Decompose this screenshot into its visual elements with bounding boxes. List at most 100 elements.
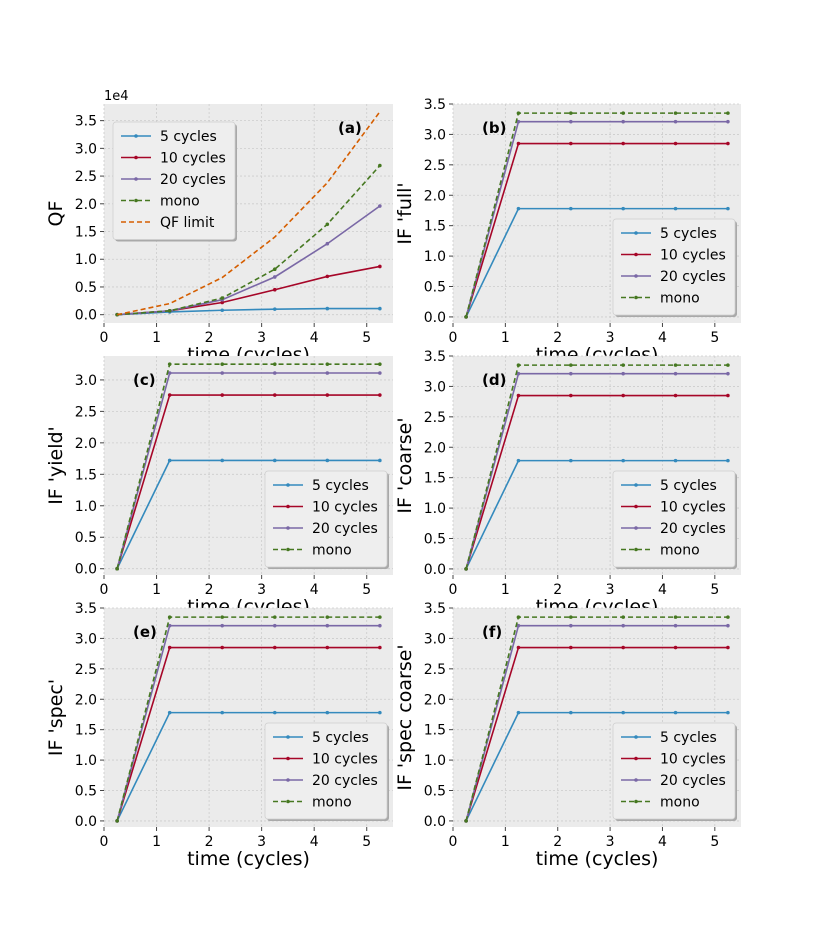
x-tick-label: 3 xyxy=(257,834,266,850)
x-tick-label: 5 xyxy=(362,834,371,850)
y-tick-label: 0.0 xyxy=(75,562,97,578)
data-point xyxy=(569,111,573,115)
y-tick-label: 2.0 xyxy=(75,197,97,213)
data-point xyxy=(167,309,172,313)
panel-f: 0 1 2 3 4 5 0.0 0.5 1.0 1.5 2.0 2.5 3.0 3.5 time (cycl… xyxy=(394,601,741,870)
series-line-20-cycles xyxy=(116,624,380,822)
data-point xyxy=(673,206,678,211)
y-axis-title: IF 'yield' xyxy=(45,426,67,505)
legend-label: 20 cycles xyxy=(312,773,378,789)
y-tick-label: 3.5 xyxy=(75,114,97,130)
data-point xyxy=(673,363,678,367)
y-tick-label: 1.5 xyxy=(75,723,97,739)
data-point xyxy=(167,623,172,628)
data-point xyxy=(378,306,382,311)
legend-box xyxy=(264,470,388,568)
legend-marker xyxy=(134,155,138,160)
series-line-mono xyxy=(116,616,380,822)
data-point xyxy=(325,393,330,397)
legend: 5 cycles 10 cycles 20 cycles mono xyxy=(612,218,737,317)
y-tick-label: 1.5 xyxy=(424,219,446,235)
data-point xyxy=(167,362,172,366)
series-line-10-cycles xyxy=(116,646,380,822)
legend-marker xyxy=(634,504,638,509)
data-point xyxy=(569,206,573,211)
data-point xyxy=(673,623,678,628)
y-tick-label: 2.5 xyxy=(75,404,97,420)
data-point xyxy=(621,615,625,619)
legend-marker xyxy=(634,274,638,278)
series-line-20-cycles xyxy=(116,372,380,569)
data-point xyxy=(621,206,625,211)
data-point xyxy=(726,623,730,628)
data-point xyxy=(516,111,521,115)
x-tick-label: 4 xyxy=(310,582,319,598)
data-point xyxy=(569,710,573,715)
data-point xyxy=(726,615,730,619)
y-tick-label: 1.0 xyxy=(75,753,97,769)
legend-item-10-cycles: 10 cycles xyxy=(121,151,226,167)
x-tick-label: 2 xyxy=(553,834,562,850)
data-point xyxy=(220,393,225,397)
series-line-10-cycles xyxy=(465,646,728,822)
y-tick-label: 2.5 xyxy=(424,410,446,426)
y-tick-label: 1.5 xyxy=(424,723,446,739)
data-point xyxy=(378,264,382,269)
data-point xyxy=(325,306,330,311)
legend-label: 20 cycles xyxy=(312,521,378,537)
x-tick-label: 0 xyxy=(100,582,109,598)
y-tick-label: 1.0 xyxy=(424,249,446,265)
legend-item-20-cycles: 20 cycles xyxy=(273,521,378,537)
legend-item-5-cycles: 5 cycles xyxy=(621,730,717,746)
legend-marker xyxy=(286,778,290,782)
legend-label: 5 cycles xyxy=(660,478,717,494)
data-point xyxy=(220,645,225,650)
legend-box xyxy=(264,722,388,820)
data-point xyxy=(569,363,573,367)
legend-label: 10 cycles xyxy=(160,151,226,167)
data-point xyxy=(516,623,521,628)
y-tick-label: 0.5 xyxy=(75,784,97,800)
y-tick-label: 3.5 xyxy=(424,349,446,365)
legend-box xyxy=(612,722,736,820)
data-point xyxy=(325,371,330,375)
x-tick-label: 2 xyxy=(553,330,562,346)
y-tick-label: 0.0 xyxy=(424,310,446,326)
data-point xyxy=(325,645,330,650)
series-line-10-cycles xyxy=(465,394,728,570)
x-tick-label: 1 xyxy=(152,582,161,598)
legend-label: 5 cycles xyxy=(660,730,717,746)
legend-marker xyxy=(286,756,290,761)
data-point xyxy=(673,119,678,124)
y-tick-label: 0.5 xyxy=(424,784,446,800)
data-point xyxy=(673,645,678,650)
legend: 5 cycles 10 cycles 20 cycles mono xyxy=(264,470,389,569)
legend-marker xyxy=(634,799,638,804)
y-axis-title: QF xyxy=(45,201,67,227)
data-point xyxy=(378,458,382,463)
y-axis-title: IF 'full' xyxy=(394,182,416,244)
data-point xyxy=(378,645,382,650)
data-point xyxy=(167,393,172,397)
data-point xyxy=(621,710,625,715)
x-tick-label: 5 xyxy=(710,330,719,346)
legend-marker xyxy=(634,252,638,257)
x-tick-label: 1 xyxy=(501,330,510,346)
legend-item-mono: mono xyxy=(621,795,700,811)
y-tick-label: 3.0 xyxy=(75,141,97,157)
data-point xyxy=(167,371,172,375)
data-point xyxy=(325,362,330,366)
data-point xyxy=(516,206,521,211)
panel-label: (d) xyxy=(482,371,506,389)
panel-e: 0 1 2 3 4 5 0.0 0.5 1.0 1.5 2.0 2.5 3.0 3.5 time (cycl… xyxy=(45,601,393,870)
y-tick-label: 0.0 xyxy=(75,308,97,324)
x-tick-label: 4 xyxy=(658,330,667,346)
series-10-cycles xyxy=(464,141,730,319)
data-point xyxy=(464,567,468,571)
legend-marker xyxy=(634,526,638,530)
y-tick-label: 0.5 xyxy=(424,532,446,548)
series-line-20-cycles xyxy=(465,120,728,318)
y-tick-label: 0.0 xyxy=(424,814,446,830)
